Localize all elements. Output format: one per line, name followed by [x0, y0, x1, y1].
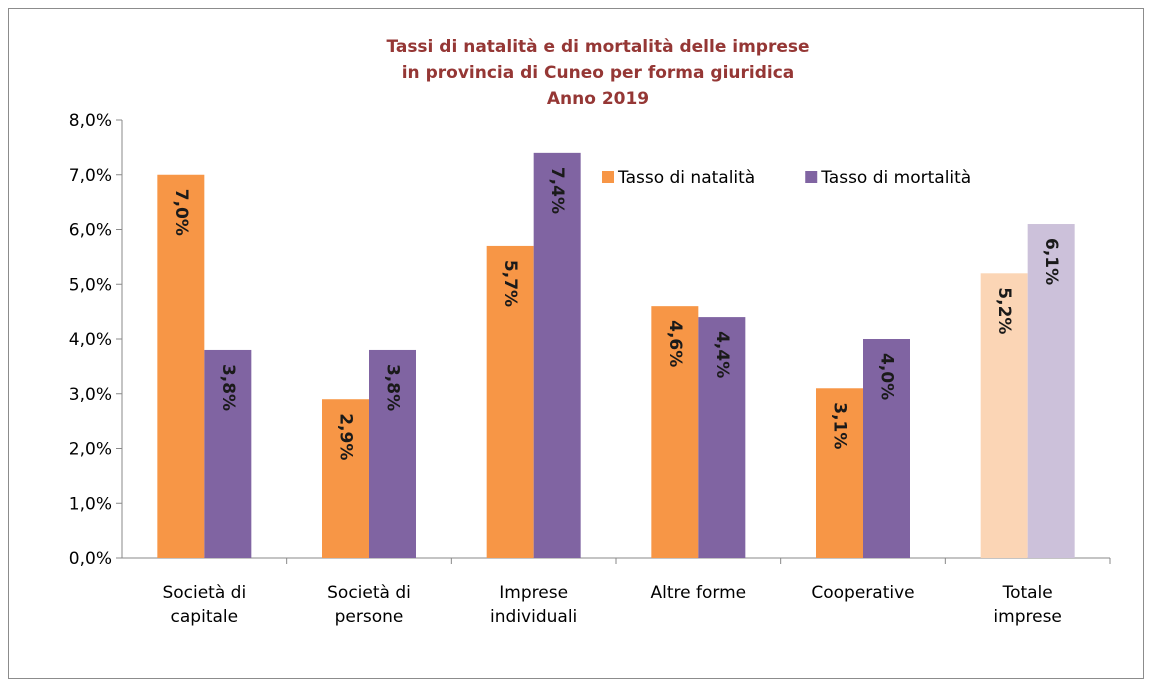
x-tick-label-line: Cooperative: [811, 583, 914, 603]
x-tick-label-line: Società di: [327, 583, 411, 603]
bar: [322, 399, 369, 558]
y-tick-label: 6,0%: [69, 221, 112, 241]
x-tick-label-line: persone: [335, 607, 404, 627]
value-label: 5,2%: [994, 287, 1014, 334]
bar: [486, 245, 534, 559]
y-tick-label: 4,0%: [69, 330, 112, 350]
legend-label: Tasso di natalità: [617, 168, 755, 188]
x-tick-label-line: imprese: [993, 607, 1061, 627]
value-label: 4,6%: [665, 320, 685, 367]
value-label: 3,8%: [383, 364, 403, 411]
bar: [816, 388, 863, 558]
x-tick-label-line: Società di: [162, 583, 246, 603]
y-tick-label: 0,0%: [69, 549, 112, 569]
value-label: 4,0%: [877, 353, 897, 400]
bar: [204, 349, 252, 558]
legend-swatch: [805, 171, 818, 183]
value-label: 7,4%: [547, 167, 567, 214]
value-label: 2,9%: [336, 413, 356, 460]
bar: [533, 152, 581, 558]
x-tick-label-line: capitale: [171, 607, 239, 627]
y-tick-label: 8,0%: [69, 111, 112, 131]
chart-title: in provincia di Cuneo per forma giuridic…: [402, 63, 795, 83]
x-tick-label-line: individuali: [490, 607, 577, 627]
chart-title: Tassi di natalità e di mortalità delle i…: [386, 37, 809, 57]
y-tick-label: 5,0%: [69, 275, 112, 295]
x-tick-label-line: Totale: [1002, 583, 1053, 603]
bar: [980, 273, 1028, 558]
value-label: 5,7%: [500, 260, 520, 307]
bar: [369, 349, 416, 558]
y-tick-label: 1,0%: [69, 494, 112, 514]
value-label: 3,8%: [218, 364, 238, 411]
value-label: 3,1%: [830, 402, 850, 449]
legend-label: Tasso di mortalità: [820, 168, 971, 188]
chart-title: Anno 2019: [547, 89, 649, 109]
x-tick-label: Totale imprese: [993, 583, 1061, 627]
x-tick-label: Altre forme: [651, 583, 747, 603]
y-tick-label: 3,0%: [69, 385, 112, 405]
bar: [863, 339, 910, 558]
x-tick-label-line: Imprese: [499, 583, 568, 603]
x-tick-label: Società di capitale: [162, 583, 246, 627]
x-tick-label: Società di persone: [327, 583, 411, 627]
bar: [1027, 224, 1075, 558]
value-label: 7,0%: [171, 189, 191, 236]
bar: [157, 174, 205, 558]
x-tick-label: Imprese individuali: [490, 583, 577, 627]
y-tick-label: 2,0%: [69, 440, 112, 460]
value-label: 6,1%: [1041, 238, 1061, 285]
x-tick-label: Cooperative: [811, 583, 914, 603]
bar: [651, 306, 699, 558]
y-tick-label: 7,0%: [69, 166, 112, 186]
value-label: 4,4%: [712, 331, 732, 378]
legend-swatch: [602, 171, 614, 183]
bar: [698, 317, 746, 558]
x-tick-label-line: Altre forme: [651, 583, 747, 603]
